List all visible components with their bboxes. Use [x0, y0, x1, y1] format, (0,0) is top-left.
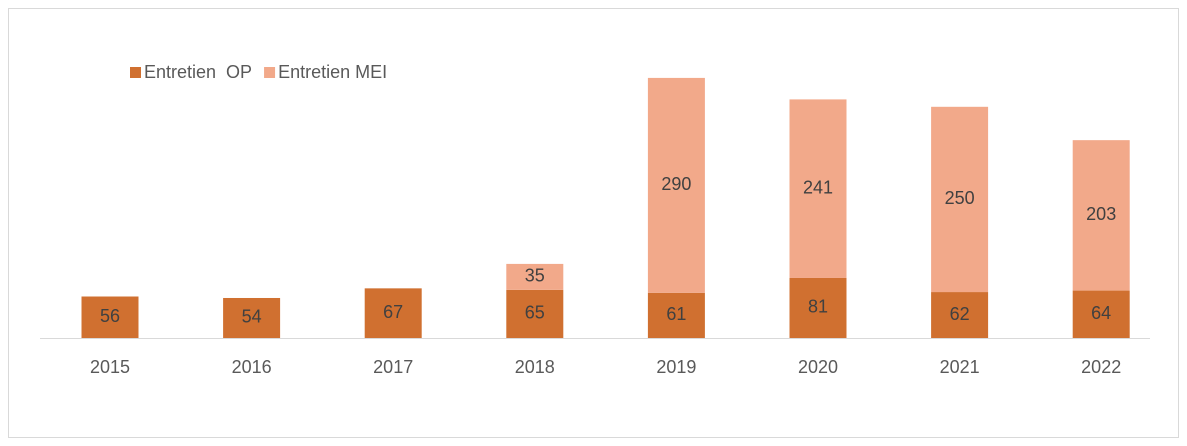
bar-segment: [931, 292, 989, 338]
data-label: 35: [525, 266, 545, 286]
legend-swatch: [130, 67, 141, 78]
x-tick-label: 2020: [798, 357, 838, 377]
data-label: 241: [803, 177, 833, 197]
data-label: 61: [666, 304, 686, 324]
bar-segment: [364, 288, 422, 338]
data-label: 203: [1086, 204, 1116, 224]
data-label: 64: [1091, 303, 1111, 323]
data-label: 67: [383, 302, 403, 322]
bar-segment: [1072, 290, 1130, 338]
x-tick-label: 2016: [232, 357, 272, 377]
bar-segment: [1072, 140, 1130, 291]
bar-segment: [81, 296, 139, 338]
data-label: 62: [950, 304, 970, 324]
bar-segment: [223, 297, 281, 338]
data-label: 250: [945, 188, 975, 208]
legend-label: Entretien MEI: [278, 62, 387, 82]
data-label: 54: [242, 307, 262, 327]
x-tick-label: 2022: [1081, 357, 1121, 377]
x-tick-label: 2018: [515, 357, 555, 377]
bar-segment: [647, 77, 705, 293]
data-label: 56: [100, 306, 120, 326]
bar-segment: [647, 292, 705, 338]
bar-segment: [506, 263, 564, 290]
x-tick-label: 2019: [656, 357, 696, 377]
legend-label: Entretien OP: [144, 62, 252, 82]
bar-segment: [789, 277, 847, 338]
data-label: 65: [525, 303, 545, 323]
bar-segment: [931, 106, 989, 293]
legend-swatch: [264, 67, 276, 78]
data-label: 81: [808, 297, 828, 317]
bar-segment: [789, 99, 847, 278]
bar-segment: [506, 289, 564, 338]
x-tick-label: 2015: [90, 357, 130, 377]
data-label: 290: [661, 174, 691, 194]
x-tick-label: 2021: [940, 357, 980, 377]
x-tick-label: 2017: [373, 357, 413, 377]
